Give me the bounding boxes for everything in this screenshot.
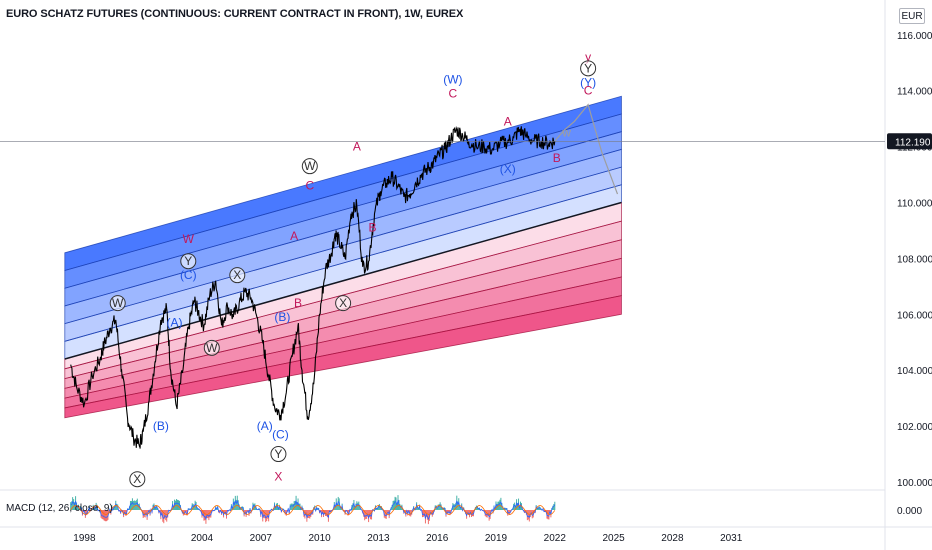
channel-pink-band — [64, 295, 622, 419]
macd-signal-line — [70, 505, 556, 515]
x-tick-label: 2019 — [485, 533, 508, 544]
y-tick-label: 114.000 — [897, 87, 932, 98]
x-tick-label: 2028 — [661, 533, 684, 544]
macd-legend: MACD (12, 26, close, 9) — [6, 503, 113, 514]
last-price-label: 112.190 — [895, 137, 931, 148]
x-tick-label: 2016 — [426, 533, 449, 544]
y-tick-label: 104.000 — [897, 366, 932, 377]
wave-circle-marker — [301, 158, 318, 175]
x-tick-label: 2022 — [544, 533, 567, 544]
wave-label: W — [304, 159, 316, 173]
x-tick-label: 2007 — [250, 533, 273, 544]
wave-label: (W) — [443, 73, 462, 87]
x-tick-label: 2010 — [308, 533, 331, 544]
wave-circle-marker — [270, 446, 287, 463]
wave-circle-marker — [129, 471, 146, 488]
wave-label: w — [561, 126, 571, 140]
x-tick-label: 2031 — [720, 533, 743, 544]
x-tick-label: 2001 — [132, 533, 155, 544]
macd-value-label: 0.000 — [897, 506, 922, 517]
wave-label: y — [585, 50, 591, 64]
x-tick-label: 2004 — [191, 533, 214, 544]
wave-label: W — [183, 232, 195, 246]
wave-label: X — [274, 469, 282, 483]
wave-label: W — [112, 296, 124, 310]
wave-label: (C) — [272, 427, 289, 441]
wave-label: X — [339, 296, 347, 310]
y-tick-label: 110.000 — [897, 199, 932, 210]
wave-circle-marker — [580, 60, 597, 77]
price-series-line — [70, 125, 556, 449]
wave-label: Y — [274, 447, 282, 461]
wave-label: (B) — [274, 310, 290, 324]
y-tick-label: 102.000 — [897, 422, 932, 433]
wave-label: (A) — [257, 419, 273, 433]
y-tick-label: 108.000 — [897, 254, 932, 265]
x-tick-label: 1998 — [73, 533, 96, 544]
wave-label: Y — [584, 61, 592, 75]
wave-label: (Y) — [580, 75, 596, 89]
wave-label: C — [584, 84, 593, 98]
channel-midline — [64, 201, 622, 360]
wave-label: X — [233, 268, 241, 282]
macd-pane — [70, 495, 556, 525]
wave-label: (A) — [167, 316, 183, 330]
x-tick-label: 2025 — [602, 533, 625, 544]
wave-label: C — [305, 179, 314, 193]
chart-title: EURO SCHATZ FUTURES (CONTINUOUS: CURRENT… — [6, 8, 464, 20]
wave-label: (X) — [500, 162, 516, 176]
wave-label: B — [369, 221, 377, 235]
wave-label: A — [290, 229, 298, 243]
wave-circle-marker — [180, 253, 197, 270]
wave-circle-marker — [335, 295, 352, 312]
wave-label: W — [206, 341, 218, 355]
y-tick-label: 116.000 — [897, 31, 932, 42]
currency-badge[interactable]: EUR — [899, 8, 925, 24]
wave-label: Y — [184, 254, 192, 268]
wave-label: A — [353, 140, 361, 154]
wave-circle-marker — [203, 339, 220, 356]
wave-label: X — [133, 472, 141, 486]
forecast-path — [554, 103, 619, 195]
wave-label: (B) — [153, 419, 169, 433]
wave-circle-marker — [109, 295, 126, 312]
y-tick-label: 106.000 — [897, 310, 932, 321]
y-tick-label: 100.000 — [897, 478, 932, 489]
wave-label: B — [294, 296, 302, 310]
x-tick-label: 2013 — [367, 533, 390, 544]
wave-label: C — [449, 86, 458, 100]
wave-circle-marker — [229, 267, 246, 284]
wave-label: (C) — [180, 268, 197, 282]
wave-label: B — [553, 151, 561, 165]
wave-label: A — [504, 114, 512, 128]
last-price-badge — [887, 133, 932, 150]
